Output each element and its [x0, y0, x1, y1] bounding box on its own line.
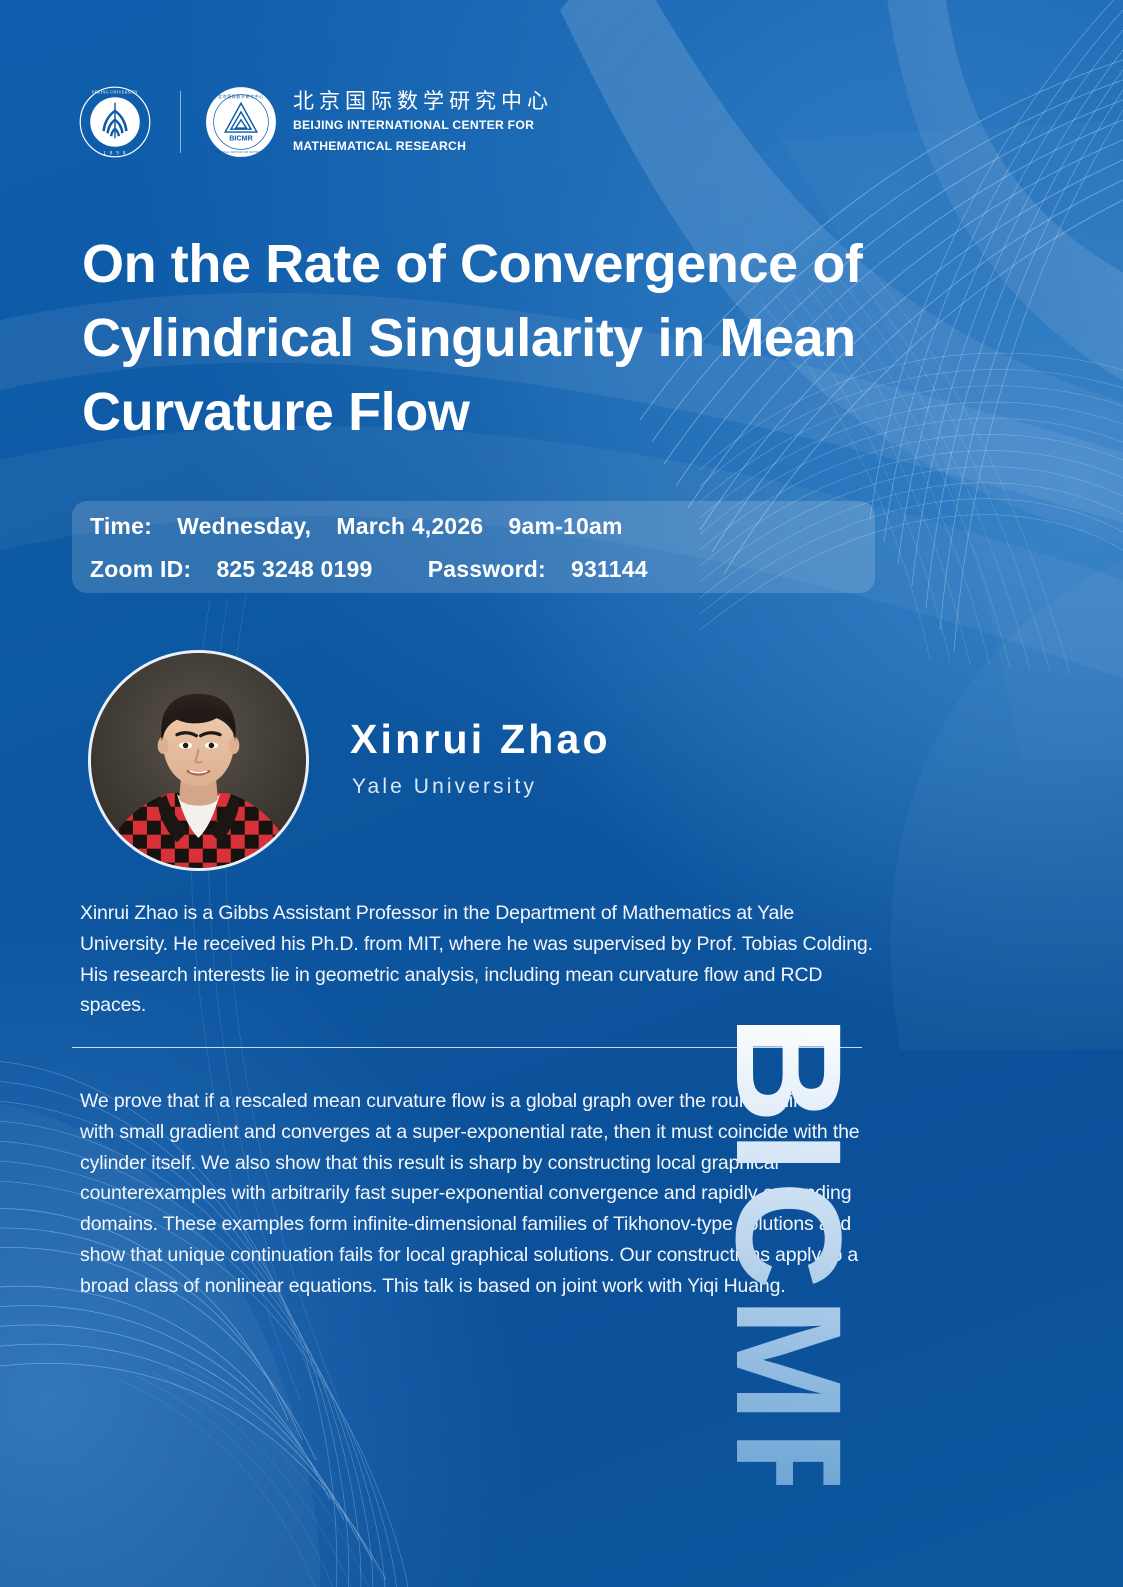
svg-text:BICMR: BICMR	[229, 134, 253, 143]
bicmr-seal-icon: BICMR 北京国际数学研究中心 BEIJING INTERNATIONAL C…	[205, 87, 277, 157]
event-time-line: Time: Wednesday, March 4,2026 9am-10am	[90, 515, 875, 538]
peking-university-seal-icon: PEKING UNIVERSITY 1 8 9 8	[79, 86, 151, 158]
svg-text:1 8 9 8: 1 8 9 8	[103, 151, 127, 157]
speaker-bio: Xinrui Zhao is a Gibbs Assistant Profess…	[80, 902, 873, 1017]
time-range: 9am-10am	[508, 513, 623, 539]
speaker-name: Xinrui Zhao	[350, 716, 611, 762]
time-day: Wednesday,	[177, 513, 312, 539]
speaker-affiliation: Yale University	[352, 775, 537, 798]
zoom-id-label: Zoom ID:	[90, 556, 192, 582]
zoom-id-value: 825 3248 0199	[216, 556, 373, 582]
bicmr-vertical-wordmark: BICMR	[705, 1015, 873, 1547]
password-value: 931144	[571, 556, 648, 582]
talk-title: On the Rate of Convergence of Cylindrica…	[82, 234, 863, 442]
time-date: March 4,2026	[336, 513, 484, 539]
poster-header: PEKING UNIVERSITY 1 8 9 8 BICMR 北京国际数学研究…	[78, 84, 553, 160]
password-label: Password:	[427, 556, 546, 582]
speaker-portrait	[88, 650, 309, 871]
svg-text:BEIJING INTERNATIONAL CENTER F: BEIJING INTERNATIONAL CENTER FOR MATHEMA…	[205, 151, 277, 154]
org-name-english-line1: BEIJING INTERNATIONAL CENTER FOR	[293, 118, 535, 133]
org-name-chinese: 北京国际数学研究中心	[293, 88, 553, 113]
org-name-english-line2: MATHEMATICAL RESEARCH	[293, 138, 467, 153]
time-label: Time:	[90, 513, 152, 539]
logo-separator	[180, 91, 181, 153]
event-info-box: Time: Wednesday, March 4,2026 9am-10am Z…	[72, 501, 875, 593]
organization-name-block: 北京国际数学研究中心 BEIJING INTERNATIONAL CENTER …	[293, 89, 553, 155]
section-divider	[72, 1047, 862, 1048]
svg-text:PEKING UNIVERSITY: PEKING UNIVERSITY	[92, 90, 138, 95]
speaker-portrait-image	[91, 653, 306, 868]
svg-text:北京国际数学研究中心: 北京国际数学研究中心	[218, 94, 264, 99]
talk-abstract: We prove that if a rescaled mean curvatu…	[80, 1090, 860, 1297]
event-zoom-line: Zoom ID: 825 3248 0199 Password: 931144	[90, 558, 875, 581]
